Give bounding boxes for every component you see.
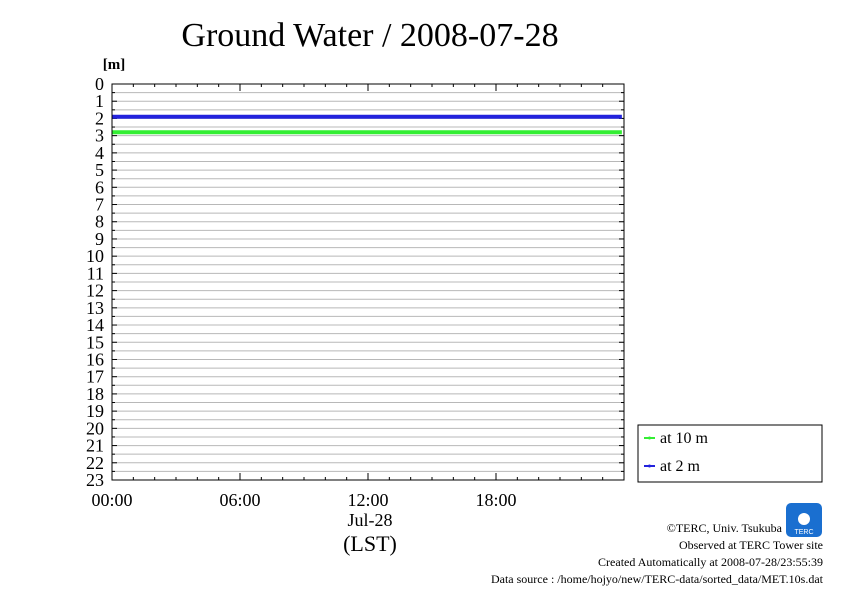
chart-title: Ground Water / 2008-07-28 bbox=[181, 17, 558, 54]
footer-created: Created Automatically at 2008-07-28/23:5… bbox=[598, 555, 823, 569]
y-tick-label: 11 bbox=[87, 263, 104, 283]
grid-lines bbox=[112, 92, 624, 472]
y-tick-label: 23 bbox=[86, 470, 104, 490]
footer-source: Data source : /home/hojyo/new/TERC-data/… bbox=[491, 572, 824, 586]
x-date-label: Jul-28 bbox=[348, 510, 393, 530]
y-tick-label: 21 bbox=[86, 436, 104, 456]
footer-copyright: ©TERC, Univ. Tsukuba bbox=[667, 521, 783, 535]
x-tick-label: 06:00 bbox=[219, 490, 260, 510]
y-tick-label: 14 bbox=[86, 315, 104, 335]
y-tick-label: 8 bbox=[95, 212, 104, 232]
series-lines bbox=[112, 114, 622, 135]
x-tick-label: 18:00 bbox=[475, 490, 516, 510]
legend-label-2: at 2 m bbox=[660, 458, 701, 475]
y-tick-label: 4 bbox=[95, 143, 104, 163]
plot-frame bbox=[111, 83, 625, 481]
y-tick-label: 13 bbox=[86, 298, 104, 318]
y-tick-label: 5 bbox=[95, 160, 104, 180]
y-tick-label: 18 bbox=[86, 384, 104, 404]
y-tick-label: 7 bbox=[95, 195, 104, 215]
legend-marker-1 bbox=[648, 436, 651, 440]
y-tick-label: 0 bbox=[95, 74, 104, 94]
y-tick-label: 15 bbox=[86, 332, 104, 352]
y-tick-label: 16 bbox=[86, 349, 104, 369]
y-tick-label: 6 bbox=[95, 177, 104, 197]
y-tick-label: 20 bbox=[86, 418, 104, 438]
terc-logo-drop bbox=[798, 513, 810, 525]
x-tick-label: 12:00 bbox=[347, 490, 388, 510]
y-axis-unit-label: [m] bbox=[103, 57, 126, 73]
x-tick-labels: 00:00 06:00 12:00 18:00 bbox=[91, 490, 516, 510]
y-tick-label: 19 bbox=[86, 401, 104, 421]
y-tick-label: 17 bbox=[86, 367, 104, 387]
x-axis-label: (LST) bbox=[343, 531, 397, 556]
legend: at 10 m at 2 m bbox=[637, 424, 823, 483]
y-tick-label: 2 bbox=[95, 108, 104, 128]
y-tick-label: 22 bbox=[86, 453, 104, 473]
footer-observed: Observed at TERC Tower site bbox=[679, 538, 823, 552]
x-tick-label: 00:00 bbox=[91, 490, 132, 510]
y-tick-label: 10 bbox=[86, 246, 104, 266]
y-tick-label: 12 bbox=[86, 281, 104, 301]
terc-logo-text: TERC bbox=[794, 529, 813, 536]
y-tick-label: 9 bbox=[95, 229, 104, 249]
terc-logo: TERC bbox=[786, 503, 822, 537]
y-tick-label: 3 bbox=[95, 126, 104, 146]
legend-label-1: at 10 m bbox=[660, 430, 709, 447]
legend-box bbox=[637, 424, 823, 483]
y-tick-label: 1 bbox=[95, 91, 104, 111]
legend-marker-2 bbox=[648, 464, 651, 468]
